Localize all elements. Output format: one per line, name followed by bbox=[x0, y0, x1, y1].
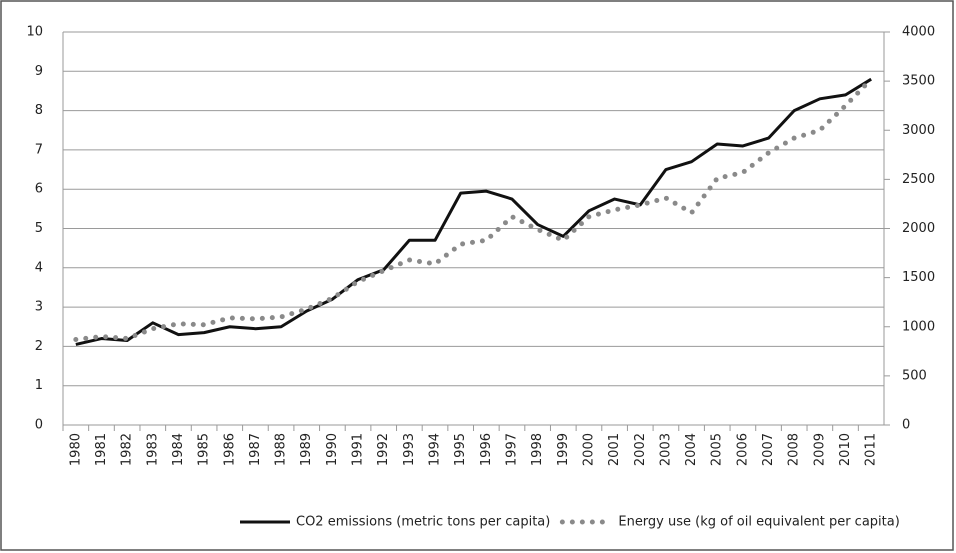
y2-tick-label: 1500 bbox=[902, 270, 935, 285]
x-tick-label: 2010 bbox=[838, 433, 853, 466]
x-tick-label: 1996 bbox=[479, 433, 494, 466]
y2-tick-label: 2500 bbox=[902, 172, 935, 187]
legend-label: Energy use (kg of oil equivalent per cap… bbox=[618, 515, 899, 530]
x-tick-label: 1988 bbox=[274, 433, 289, 466]
y-tick-label: 8 bbox=[35, 103, 43, 118]
y-tick-label: 4 bbox=[35, 260, 43, 275]
y-tick-label: 9 bbox=[35, 64, 43, 79]
x-tick-label: 1985 bbox=[197, 433, 212, 466]
y2-tick-label: 0 bbox=[902, 418, 910, 433]
x-tick-label: 2007 bbox=[761, 433, 776, 466]
series-line bbox=[75, 77, 872, 346]
x-tick-label: 2004 bbox=[684, 433, 699, 466]
x-tick-label: 1995 bbox=[453, 433, 468, 466]
y-tick-label: 6 bbox=[35, 182, 43, 197]
x-tick-label: 1982 bbox=[120, 433, 135, 466]
x-tick-label: 2008 bbox=[787, 433, 802, 466]
x-tick-label: 1981 bbox=[94, 433, 109, 466]
x-tick-label: 1998 bbox=[530, 433, 545, 466]
x-tick-label: 1991 bbox=[351, 433, 366, 466]
x-tick-label: 1984 bbox=[171, 433, 186, 466]
x-tick-label: 1983 bbox=[145, 433, 160, 466]
series-line bbox=[73, 76, 874, 343]
x-tick-label: 1989 bbox=[299, 433, 314, 466]
x-tick-label: 1997 bbox=[504, 433, 519, 466]
legend-label: CO2 emissions (metric tons per capita) bbox=[296, 515, 550, 530]
x-tick-label: 2002 bbox=[633, 433, 648, 466]
y2-tick-label: 3500 bbox=[902, 74, 935, 89]
y2-tick-label: 3000 bbox=[902, 123, 935, 138]
x-tick-label: 2006 bbox=[735, 433, 750, 466]
x-tick-label: 1999 bbox=[556, 433, 571, 466]
y-tick-label: 0 bbox=[35, 418, 43, 433]
x-tick-label: 1987 bbox=[248, 433, 263, 466]
x-tick-label: 2001 bbox=[607, 433, 622, 466]
x-tick-label: 1990 bbox=[325, 433, 340, 466]
x-tick-label: 2005 bbox=[710, 433, 725, 466]
y-tick-label: 7 bbox=[35, 142, 43, 157]
x-tick-label: 1992 bbox=[376, 433, 391, 466]
x-tick-label: 2011 bbox=[864, 433, 879, 466]
x-tick-label: 1994 bbox=[428, 433, 443, 466]
y-tick-label: 5 bbox=[35, 221, 43, 236]
y2-tick-label: 4000 bbox=[902, 25, 935, 40]
y2-tick-label: 2000 bbox=[902, 221, 935, 236]
y2-tick-label: 500 bbox=[902, 368, 927, 383]
x-tick-label: 2000 bbox=[581, 433, 596, 466]
y-tick-label: 10 bbox=[26, 25, 43, 40]
x-tick-label: 2009 bbox=[812, 433, 827, 466]
y-tick-label: 3 bbox=[35, 300, 43, 315]
x-tick-label: 1986 bbox=[222, 433, 237, 466]
x-tick-label: 2003 bbox=[658, 433, 673, 466]
x-tick-label: 1980 bbox=[68, 433, 83, 466]
y-tick-label: 2 bbox=[35, 339, 43, 354]
y-tick-label: 1 bbox=[35, 378, 43, 393]
y2-tick-label: 1000 bbox=[902, 319, 935, 334]
x-tick-label: 1993 bbox=[402, 433, 417, 466]
